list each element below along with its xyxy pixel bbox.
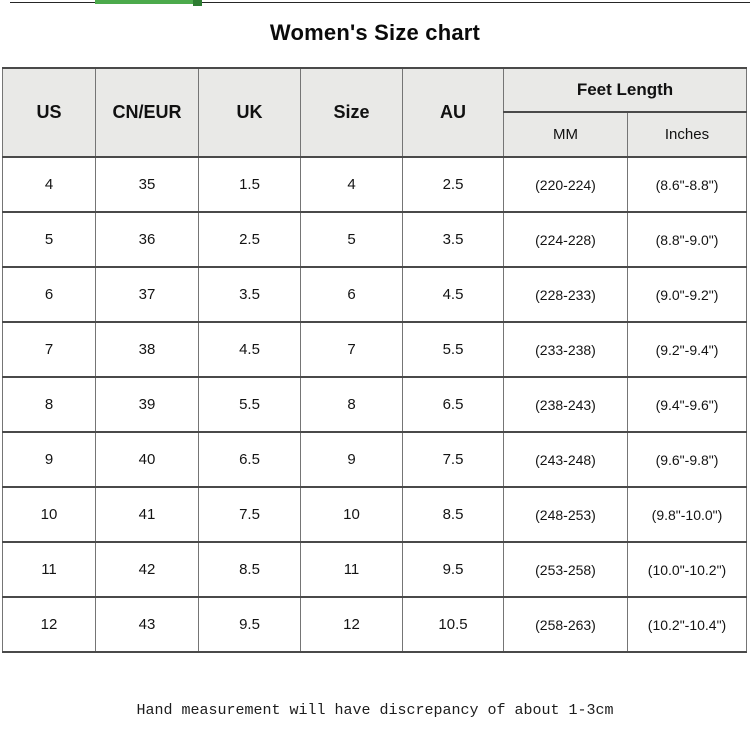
cell-size: 9 bbox=[300, 431, 403, 488]
cell-mm: (233-238) bbox=[503, 321, 628, 378]
cell-us: 7 bbox=[2, 321, 96, 378]
cell-mm: (238-243) bbox=[503, 376, 628, 433]
col-header-feet-length: Feet Length bbox=[503, 67, 747, 113]
cell-inches: (9.8"-10.0") bbox=[627, 486, 747, 543]
cell-cn-eur: 38 bbox=[95, 321, 199, 378]
cell-cn-eur: 43 bbox=[95, 596, 199, 653]
cell-us: 6 bbox=[2, 266, 96, 323]
page-title: Women's Size chart bbox=[269, 20, 481, 45]
cell-mm: (253-258) bbox=[503, 541, 628, 598]
cell-size: 5 bbox=[300, 211, 403, 268]
cell-mm: (258-263) bbox=[503, 596, 628, 653]
cell-size: 11 bbox=[300, 541, 403, 598]
cell-size: 12 bbox=[300, 596, 403, 653]
cell-au: 10.5 bbox=[402, 596, 504, 653]
cell-cn-eur: 36 bbox=[95, 211, 199, 268]
cell-uk: 6.5 bbox=[198, 431, 301, 488]
cell-au: 9.5 bbox=[402, 541, 504, 598]
cell-uk: 8.5 bbox=[198, 541, 301, 598]
cell-mm: (224-228) bbox=[503, 211, 628, 268]
cell-cn-eur: 39 bbox=[95, 376, 199, 433]
footer-note: Hand measurement will have discrepancy o… bbox=[136, 702, 614, 719]
col-header-cn-eur: CN/EUR bbox=[95, 67, 199, 158]
size-chart-table: US CN/EUR UK Size AU Feet Length MM Inch… bbox=[2, 67, 747, 653]
cell-us: 11 bbox=[2, 541, 96, 598]
cell-mm: (220-224) bbox=[503, 156, 628, 213]
cell-us: 10 bbox=[2, 486, 96, 543]
cell-au: 4.5 bbox=[402, 266, 504, 323]
table-row: 10 41 7.5 10 8.5 (248-253) (9.8"-10.0") bbox=[2, 486, 747, 543]
table-row: 7 38 4.5 7 5.5 (233-238) (9.2"-9.4") bbox=[2, 321, 747, 378]
cell-uk: 5.5 bbox=[198, 376, 301, 433]
cell-us: 12 bbox=[2, 596, 96, 653]
cell-au: 5.5 bbox=[402, 321, 504, 378]
green-progress-handle bbox=[193, 0, 202, 6]
cell-au: 8.5 bbox=[402, 486, 504, 543]
cell-cn-eur: 41 bbox=[95, 486, 199, 543]
cell-cn-eur: 42 bbox=[95, 541, 199, 598]
table-row: 6 37 3.5 6 4.5 (228-233) (9.0"-9.2") bbox=[2, 266, 747, 323]
cell-inches: (9.0"-9.2") bbox=[627, 266, 747, 323]
cell-size: 7 bbox=[300, 321, 403, 378]
cell-inches: (9.4"-9.6") bbox=[627, 376, 747, 433]
col-header-au: AU bbox=[402, 67, 504, 158]
table-row: 9 40 6.5 9 7.5 (243-248) (9.6"-9.8") bbox=[2, 431, 747, 488]
cell-us: 5 bbox=[2, 211, 96, 268]
cell-cn-eur: 35 bbox=[95, 156, 199, 213]
cell-size: 10 bbox=[300, 486, 403, 543]
cell-mm: (228-233) bbox=[503, 266, 628, 323]
cell-inches: (8.6"-8.8") bbox=[627, 156, 747, 213]
cell-inches: (10.2"-10.4") bbox=[627, 596, 747, 653]
cell-uk: 7.5 bbox=[198, 486, 301, 543]
col-header-inches: Inches bbox=[627, 111, 747, 158]
table-row: 5 36 2.5 5 3.5 (224-228) (8.8"-9.0") bbox=[2, 211, 747, 268]
cell-mm: (243-248) bbox=[503, 431, 628, 488]
header-row-main: US CN/EUR UK Size AU Feet Length bbox=[2, 67, 747, 158]
cell-cn-eur: 40 bbox=[95, 431, 199, 488]
header-row-sub: MM Inches bbox=[3, 111, 747, 158]
green-progress-bar bbox=[95, 0, 201, 4]
cell-inches: (10.0"-10.2") bbox=[627, 541, 747, 598]
cell-uk: 2.5 bbox=[198, 211, 301, 268]
cell-au: 2.5 bbox=[402, 156, 504, 213]
top-divider-line bbox=[10, 2, 750, 3]
col-header-size: Size bbox=[300, 67, 403, 158]
cell-inches: (8.8"-9.0") bbox=[627, 211, 747, 268]
cell-uk: 4.5 bbox=[198, 321, 301, 378]
table-row: 8 39 5.5 8 6.5 (238-243) (9.4"-9.6") bbox=[2, 376, 747, 433]
cell-au: 7.5 bbox=[402, 431, 504, 488]
table-row: 11 42 8.5 11 9.5 (253-258) (10.0"-10.2") bbox=[2, 541, 747, 598]
cell-cn-eur: 37 bbox=[95, 266, 199, 323]
table-row: 4 35 1.5 4 2.5 (220-224) (8.6"-8.8") bbox=[2, 156, 747, 213]
col-header-uk: UK bbox=[198, 67, 301, 158]
cell-inches: (9.2"-9.4") bbox=[627, 321, 747, 378]
cell-us: 8 bbox=[2, 376, 96, 433]
cell-uk: 9.5 bbox=[198, 596, 301, 653]
table-row: 12 43 9.5 12 10.5 (258-263) (10.2"-10.4"… bbox=[2, 596, 747, 653]
cell-us: 4 bbox=[2, 156, 96, 213]
col-header-us: US bbox=[2, 67, 96, 158]
cell-size: 8 bbox=[300, 376, 403, 433]
cell-uk: 3.5 bbox=[198, 266, 301, 323]
cell-mm: (248-253) bbox=[503, 486, 628, 543]
cell-size: 6 bbox=[300, 266, 403, 323]
cell-size: 4 bbox=[300, 156, 403, 213]
cell-au: 6.5 bbox=[402, 376, 504, 433]
cell-us: 9 bbox=[2, 431, 96, 488]
cell-inches: (9.6"-9.8") bbox=[627, 431, 747, 488]
cell-uk: 1.5 bbox=[198, 156, 301, 213]
col-header-mm: MM bbox=[503, 111, 628, 158]
cell-au: 3.5 bbox=[402, 211, 504, 268]
